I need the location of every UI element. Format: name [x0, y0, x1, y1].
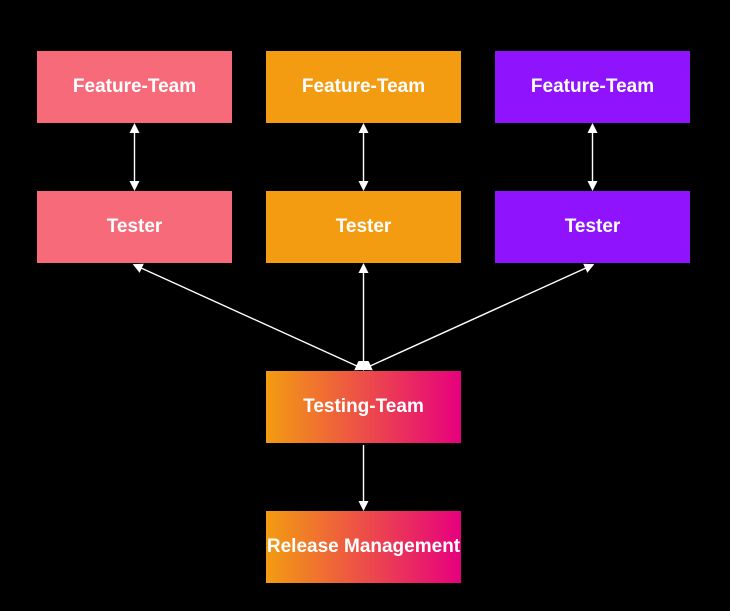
node-testing: Testing-Team	[266, 371, 461, 443]
node-feature3: Feature-Team	[495, 51, 690, 123]
node-label: Feature-Team	[302, 75, 425, 100]
node-label: Tester	[336, 215, 392, 240]
node-label: Tester	[565, 215, 621, 240]
node-label: Tester	[107, 215, 163, 240]
node-label: Release Management	[267, 535, 460, 560]
node-label: Feature-Team	[531, 75, 654, 100]
edge-testing-tester1	[135, 265, 364, 369]
node-release: Release Management	[266, 511, 461, 583]
node-label: Testing-Team	[303, 395, 424, 420]
node-tester1: Tester	[37, 191, 232, 263]
edge-testing-tester3	[364, 265, 593, 369]
node-feature1: Feature-Team	[37, 51, 232, 123]
node-feature2: Feature-Team	[266, 51, 461, 123]
node-label: Feature-Team	[73, 75, 196, 100]
node-tester2: Tester	[266, 191, 461, 263]
node-tester3: Tester	[495, 191, 690, 263]
